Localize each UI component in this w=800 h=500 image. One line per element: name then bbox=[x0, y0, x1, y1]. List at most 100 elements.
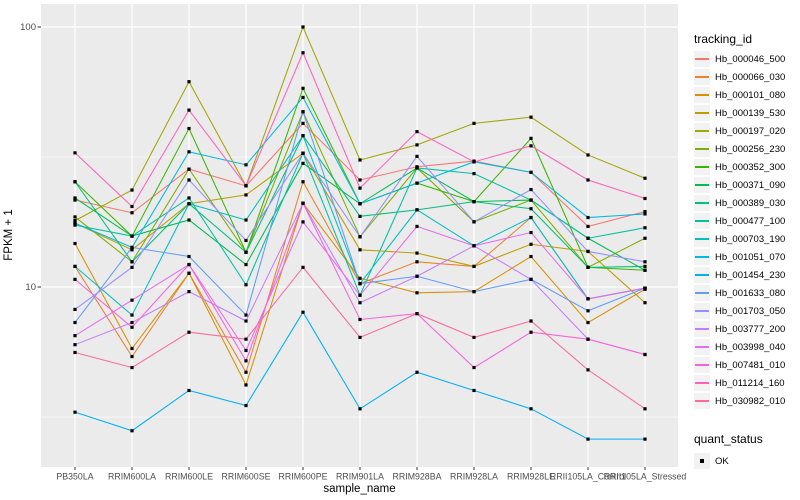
series-color-line-icon bbox=[695, 76, 709, 78]
data-point bbox=[529, 230, 533, 235]
series-color-line-icon bbox=[695, 310, 709, 312]
data-point bbox=[73, 221, 77, 225]
y-axis-title: FPKM + 1 bbox=[3, 209, 15, 261]
y-tick-label: 10 bbox=[25, 282, 36, 293]
data-point bbox=[244, 250, 248, 254]
data-point bbox=[643, 176, 647, 180]
data-point bbox=[301, 110, 305, 114]
data-point bbox=[244, 313, 248, 317]
data-point bbox=[73, 320, 77, 325]
legend-key-swatch bbox=[694, 453, 710, 469]
legend-item-label: Hb_000139_530 bbox=[715, 107, 786, 119]
data-point bbox=[529, 170, 533, 174]
data-point bbox=[643, 437, 647, 441]
data-point bbox=[187, 218, 191, 222]
data-point bbox=[529, 242, 533, 246]
data-point bbox=[529, 187, 533, 192]
data-point bbox=[529, 215, 533, 220]
legend-item-label: Hb_011214_160 bbox=[715, 377, 785, 389]
legend-item-label: Hb_000046_500 bbox=[715, 53, 786, 65]
legend-key-swatch bbox=[694, 195, 710, 211]
series-color-line-icon bbox=[695, 58, 709, 60]
data-point bbox=[130, 211, 134, 215]
data-point bbox=[529, 407, 533, 411]
legend-item: Hb_003777_200 bbox=[694, 320, 800, 338]
legend-item-label: Hb_007481_010 bbox=[715, 359, 786, 371]
data-point bbox=[244, 262, 248, 267]
x-tick-label: RRIM928LA bbox=[450, 472, 498, 482]
legend-item: Hb_011214_160 bbox=[694, 374, 800, 392]
data-point bbox=[529, 198, 533, 202]
data-point bbox=[301, 161, 305, 165]
data-point bbox=[586, 265, 590, 269]
legend-item-label: Hb_000703_190 bbox=[715, 233, 786, 245]
data-point bbox=[187, 108, 191, 112]
data-point bbox=[586, 337, 590, 341]
data-point bbox=[415, 274, 419, 278]
data-point bbox=[415, 154, 419, 158]
data-point bbox=[244, 319, 248, 323]
legend-key-swatch bbox=[694, 267, 710, 283]
data-point bbox=[586, 215, 590, 220]
data-point bbox=[187, 202, 191, 206]
data-point bbox=[187, 167, 191, 171]
data-point bbox=[358, 178, 362, 182]
data-point bbox=[301, 25, 305, 29]
data-point bbox=[358, 301, 362, 305]
data-point bbox=[643, 264, 647, 269]
data-point bbox=[73, 196, 77, 200]
data-point bbox=[187, 178, 191, 182]
legend-key-swatch bbox=[694, 321, 710, 337]
data-point bbox=[187, 254, 191, 259]
data-point bbox=[586, 437, 590, 441]
data-point bbox=[130, 248, 134, 252]
legend-key-swatch bbox=[694, 87, 710, 103]
x-tick-label: RRIM928LE bbox=[507, 472, 555, 482]
data-point bbox=[73, 350, 77, 355]
legend-key-swatch bbox=[694, 123, 710, 139]
data-point bbox=[301, 95, 305, 100]
data-point bbox=[529, 207, 533, 211]
x-tick-label: RRIM600LA bbox=[108, 472, 156, 482]
data-point bbox=[187, 262, 191, 267]
data-point bbox=[586, 224, 590, 229]
data-point bbox=[301, 151, 305, 155]
data-point bbox=[415, 370, 419, 374]
legend-item-label: OK bbox=[715, 455, 729, 467]
legend-item: Hb_000139_530 bbox=[694, 104, 800, 122]
data-point bbox=[415, 181, 419, 185]
data-point bbox=[529, 254, 533, 259]
data-point bbox=[130, 429, 134, 433]
legend-items: Hb_000046_500 Hb_000066_030 Hb_000101_080 H… bbox=[694, 50, 800, 410]
data-point bbox=[358, 214, 362, 218]
data-point bbox=[244, 383, 248, 387]
legend-item-label: Hb_000371_090 bbox=[715, 179, 786, 191]
data-point bbox=[415, 251, 419, 255]
data-point bbox=[130, 245, 134, 250]
legend-key-swatch bbox=[694, 375, 710, 391]
series-color-line-icon bbox=[695, 274, 709, 276]
legend-item: Hb_000066_030 bbox=[694, 68, 800, 86]
data-point bbox=[415, 291, 419, 295]
data-point bbox=[415, 312, 419, 316]
series-color-line-icon bbox=[695, 166, 709, 168]
data-point bbox=[586, 178, 590, 182]
data-point bbox=[643, 209, 647, 214]
data-point bbox=[187, 271, 191, 275]
data-point bbox=[73, 334, 77, 338]
series-color-line-icon bbox=[695, 220, 709, 222]
series-color-line-icon bbox=[695, 130, 709, 132]
data-point bbox=[187, 196, 191, 200]
data-point bbox=[643, 226, 647, 230]
x-tick-label: RRIM600LE bbox=[165, 472, 213, 482]
data-point bbox=[529, 319, 533, 323]
legend-title-quant-status: quant_status bbox=[694, 432, 763, 446]
legend-quant-status: quant_status OK bbox=[694, 432, 800, 470]
data-point bbox=[73, 219, 77, 223]
data-point bbox=[472, 171, 476, 176]
data-point bbox=[130, 313, 134, 317]
data-point bbox=[358, 202, 362, 206]
data-point bbox=[73, 277, 77, 281]
series-color-line-icon bbox=[695, 202, 709, 204]
